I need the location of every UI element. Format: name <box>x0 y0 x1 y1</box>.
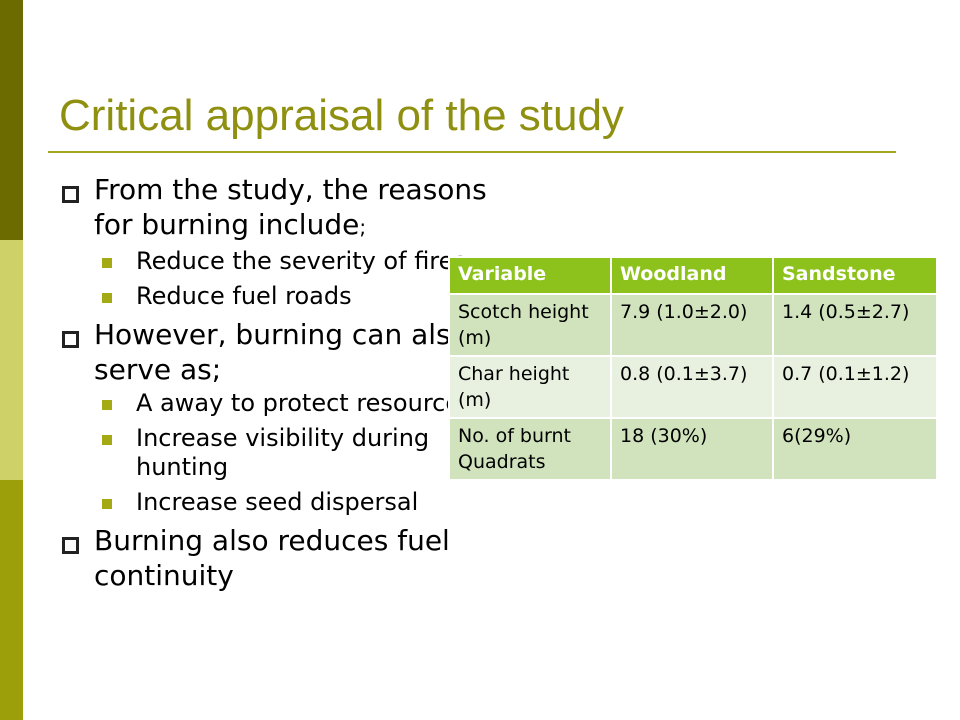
bullet-suffix: ; <box>359 215 367 239</box>
sidebar-accent-middle <box>0 240 23 480</box>
hollow-square-bullet-icon <box>62 186 79 203</box>
slide-title: Critical appraisal of the study <box>59 91 624 140</box>
table-cell: Scotch height (m) <box>448 293 612 357</box>
title-divider <box>48 151 896 153</box>
table-cell: 6(29%) <box>772 417 938 481</box>
sub-bullet-text: Increase seed dispersal <box>136 488 419 516</box>
sub-bullet-item: Reduce fuel roads <box>94 282 488 311</box>
sub-bullet-item: Reduce the severity of fires <box>94 247 488 276</box>
sub-bullet-list: A away to protect resources Increase vis… <box>94 389 488 517</box>
table-row: Char height (m) 0.8 (0.1±3.7) 0.7 (0.1±1… <box>448 355 938 419</box>
table-cell: 0.8 (0.1±3.7) <box>610 355 774 419</box>
table-cell: 7.9 (1.0±2.0) <box>610 293 774 357</box>
sub-bullet-list: Reduce the severity of fires Reduce fuel… <box>94 247 488 311</box>
sidebar-accent-bottom <box>0 480 23 720</box>
filled-square-bullet-icon <box>102 258 112 268</box>
sub-bullet-text: A away to protect resources <box>136 389 473 417</box>
table-cell: 1.4 (0.5±2.7) <box>772 293 938 357</box>
sub-bullet-text: Reduce fuel roads <box>136 282 352 310</box>
bullet-text: Burning also reduces fuel continuity <box>94 524 450 592</box>
fire-data-table: Variable Woodland Sandstone Scotch heigh… <box>448 256 938 481</box>
bullet-item: From the study, the reasons for burning … <box>58 172 488 311</box>
sidebar-accent-top <box>0 0 23 240</box>
table-cell: No. of burnt Quadrats <box>448 417 612 481</box>
hollow-square-bullet-icon <box>62 331 79 348</box>
sub-bullet-item: A away to protect resources <box>94 389 488 418</box>
bullet-text: However, burning can also serve as; <box>94 318 468 386</box>
hollow-square-bullet-icon <box>62 537 79 554</box>
filled-square-bullet-icon <box>102 400 112 410</box>
sub-bullet-text: Reduce the severity of fires <box>136 247 466 275</box>
filled-square-bullet-icon <box>102 293 112 303</box>
bullet-item: However, burning can also serve as; A aw… <box>58 317 488 517</box>
sub-bullet-text: Increase visibility during hunting <box>136 424 430 481</box>
table-row: No. of burnt Quadrats 18 (30%) 6(29%) <box>448 417 938 481</box>
bullet-item: Burning also reduces fuel continuity <box>58 523 488 593</box>
filled-square-bullet-icon <box>102 499 112 509</box>
sub-bullet-item: Increase visibility during hunting <box>94 424 488 482</box>
table-cell: 18 (30%) <box>610 417 774 481</box>
sub-bullet-item: Increase seed dispersal <box>94 488 488 517</box>
bullet-text: From the study, the reasons for burning … <box>94 173 487 241</box>
filled-square-bullet-icon <box>102 435 112 445</box>
bullet-list: From the study, the reasons for burning … <box>58 172 488 593</box>
table-header-cell: Variable <box>448 256 612 295</box>
table-header-cell: Sandstone <box>772 256 938 295</box>
table-cell: 0.7 (0.1±1.2) <box>772 355 938 419</box>
table-header-row: Variable Woodland Sandstone <box>448 256 938 295</box>
table-header-cell: Woodland <box>610 256 774 295</box>
table-cell: Char height (m) <box>448 355 612 419</box>
table-row: Scotch height (m) 7.9 (1.0±2.0) 1.4 (0.5… <box>448 293 938 357</box>
